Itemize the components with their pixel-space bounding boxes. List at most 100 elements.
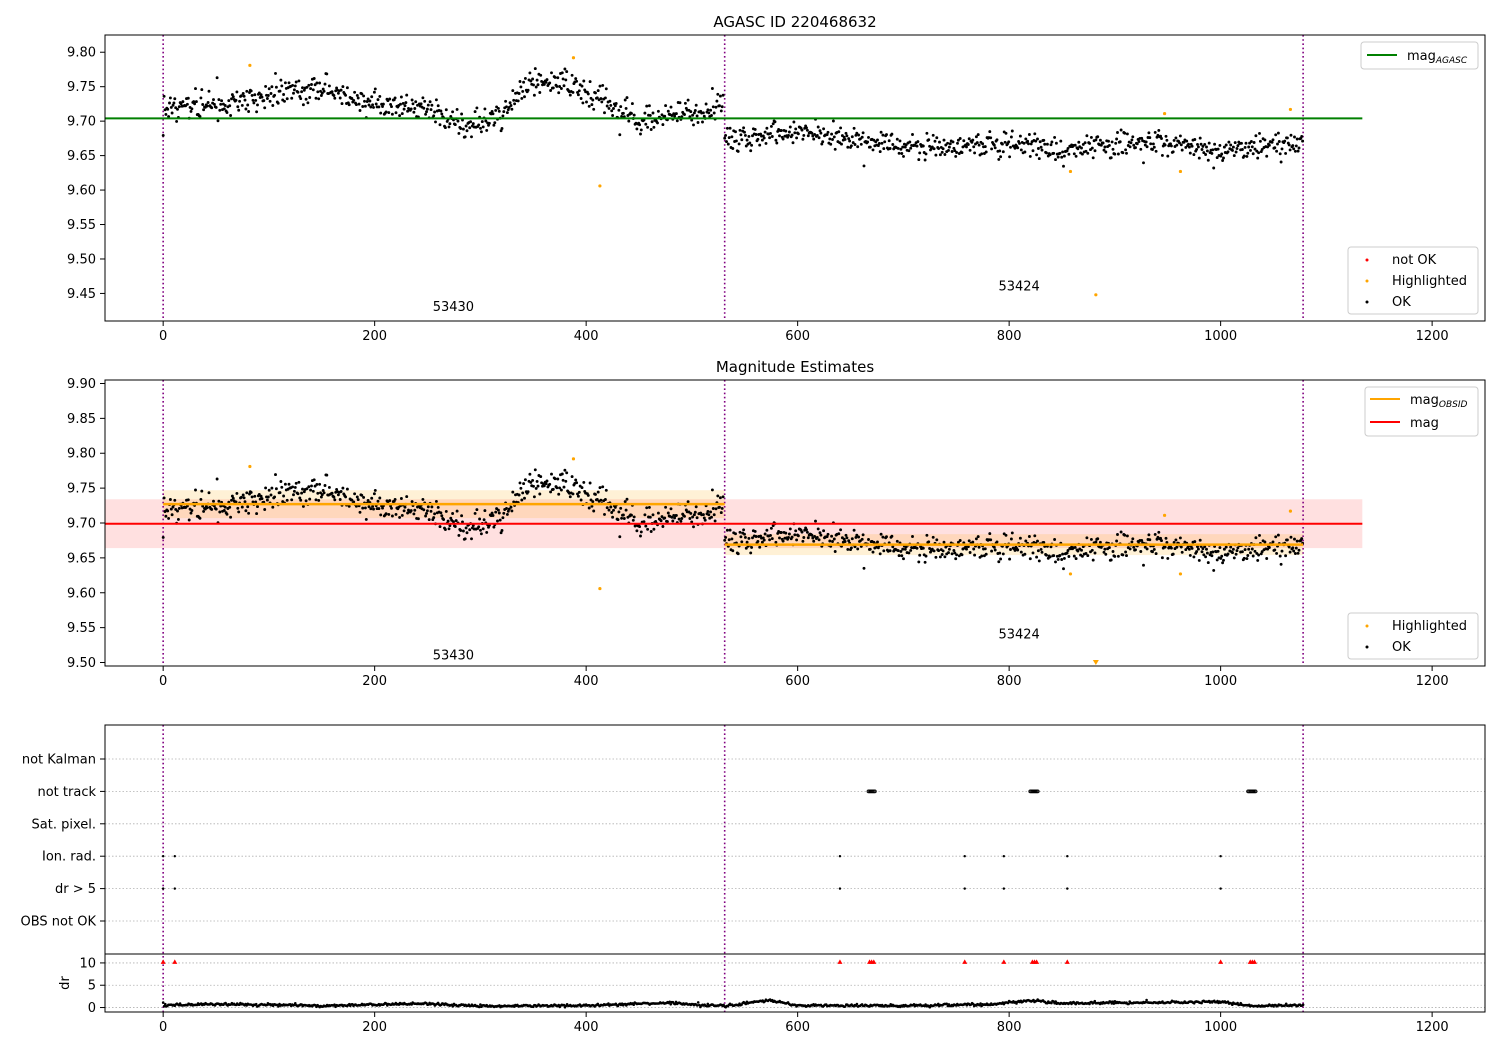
p3-xtick-label-4: 800: [997, 1020, 1022, 1035]
p2-ok-point-11: [171, 505, 175, 509]
flag-point-31: [173, 887, 176, 890]
flag-point-30: [161, 887, 165, 890]
p1-ok-point-687: [779, 129, 783, 132]
p1-ok-point-972: [1036, 137, 1039, 141]
p2-ok-point-489: [601, 485, 605, 489]
flag-point-34: [1002, 887, 1006, 890]
p2-ok-point-165: [310, 484, 313, 488]
p1-ok-point-558: [663, 114, 667, 118]
dr-point-733: [937, 1002, 940, 1006]
p2-ok-point-301: [432, 516, 436, 520]
p2-ok-point-1167: [1211, 550, 1215, 554]
flag-point-33: [963, 887, 966, 890]
p1-ok-point-721: [810, 131, 814, 135]
p1-ok-point-500: [611, 114, 615, 117]
p1-ok-point-332: [460, 112, 464, 116]
p1-ok-point-958: [1023, 150, 1027, 154]
p1-ok-point-975: [1038, 140, 1042, 144]
p1-ok-point-741: [828, 137, 832, 141]
p1-ok-point-1078: [1131, 135, 1135, 139]
p2-ytick-label-4: 9.70: [67, 517, 96, 532]
p2-ok-point-378: [501, 516, 505, 520]
p1-ok-point-242: [379, 111, 383, 115]
p1-ok-point-467: [581, 101, 585, 105]
legend-ok-marker: [1365, 300, 1369, 304]
p2-ok-point-43: [200, 489, 204, 493]
p1-ok-point-1266: [1300, 135, 1304, 138]
p2-ok-point-986: [1048, 555, 1052, 559]
p2-ok-point-768: [852, 528, 856, 532]
p1-ok-point-1204: [1244, 141, 1248, 145]
p1-ok-point-830: [908, 140, 912, 144]
p2-ok-point-704: [795, 538, 799, 542]
p2-ok-point-760: [845, 536, 849, 540]
p1-ok-point-536: [643, 111, 647, 115]
p1-ok-point-54: [210, 106, 214, 110]
p1-ok-point-1124: [1172, 138, 1176, 142]
p2-ok-point-971: [1035, 555, 1039, 559]
p1-ok-point-509: [619, 105, 623, 109]
p2-ok-point-45: [202, 509, 206, 513]
p2-ok-point-1142: [1188, 553, 1192, 557]
dr-point-485: [674, 1000, 678, 1004]
p1-ok-point-217: [356, 96, 360, 100]
p1-ok-point-738: [825, 133, 829, 137]
p2-ok-point-49: [205, 506, 209, 510]
p1-ok-point-1239: [1276, 142, 1279, 146]
p1-ok-point-855: [930, 145, 934, 149]
p1-ok-point-1175: [1218, 143, 1222, 147]
p1-ok-point-651: [747, 134, 751, 138]
p2-ok-point-766: [850, 537, 854, 541]
p1-ok-point-169: [313, 83, 317, 87]
p1-ok-point-168: [312, 77, 316, 80]
p1-ok-point-799: [880, 141, 884, 145]
p2-ok-point-623: [721, 495, 725, 499]
p2-ok-point-591: [692, 513, 696, 517]
p1-ok-point-229: [367, 103, 371, 107]
p1-ok-point-1: [162, 94, 166, 98]
p2-ok-point-1126: [1174, 538, 1178, 542]
p2-ok-point-523: [631, 518, 635, 522]
p2-ok-point-1149: [1195, 550, 1199, 554]
p2-ok-point-1257: [1292, 549, 1296, 553]
p1-ok-point-264: [399, 102, 402, 106]
p2-ok-point-1250: [1285, 538, 1289, 542]
p2-ok-point-443: [559, 488, 563, 492]
p1-ok-point-524: [632, 113, 636, 117]
p1-ok-point-797: [878, 150, 882, 154]
p2-ok-point-148: [294, 481, 298, 485]
p1-ok-point-872: [946, 141, 950, 145]
p2-ok-point-150: [296, 492, 300, 496]
p1-ok-point-290: [422, 106, 426, 110]
p2-ok-point-439: [556, 477, 560, 481]
p1-ok-point-1179: [1222, 156, 1225, 160]
p1-ok-point-1156: [1201, 144, 1205, 148]
p1-ok-point-811: [891, 143, 895, 146]
p2-ok-point-277: [410, 500, 414, 504]
p2-ok-point-730: [818, 531, 822, 535]
p1-ok-point-1043: [1099, 143, 1103, 147]
p1-ok-point-356: [481, 125, 485, 129]
p2-ok-point-906: [976, 535, 980, 539]
p1-ok-point-28: [186, 96, 190, 100]
p1-ok-point-1236: [1273, 146, 1277, 150]
p1-xtick-label-5: 1000: [1204, 329, 1237, 344]
p2-ok-point-279: [412, 512, 416, 516]
p1-ok-point-203: [344, 93, 348, 97]
p1-ok-point-1072: [1125, 132, 1129, 136]
p2-ok-point-972: [1036, 539, 1039, 543]
p2-ok-point-715: [805, 528, 808, 532]
p1-ok-point-674: [768, 136, 772, 140]
p2-ok-point-651: [747, 536, 751, 540]
p2-ok-point-727: [815, 535, 819, 539]
p1-ok-point-914: [983, 145, 987, 149]
p2-ok-point-643: [740, 540, 744, 544]
p2-ok-point-924: [992, 545, 996, 549]
p2-ok-point-671: [765, 528, 769, 532]
p2-ok-point-860: [935, 538, 939, 542]
p2-ok-point-336: [463, 537, 467, 541]
p1-ok-point-185: [327, 84, 331, 88]
p1-ok-point-430: [548, 81, 552, 85]
p1-ok-point-1069: [1123, 131, 1127, 135]
